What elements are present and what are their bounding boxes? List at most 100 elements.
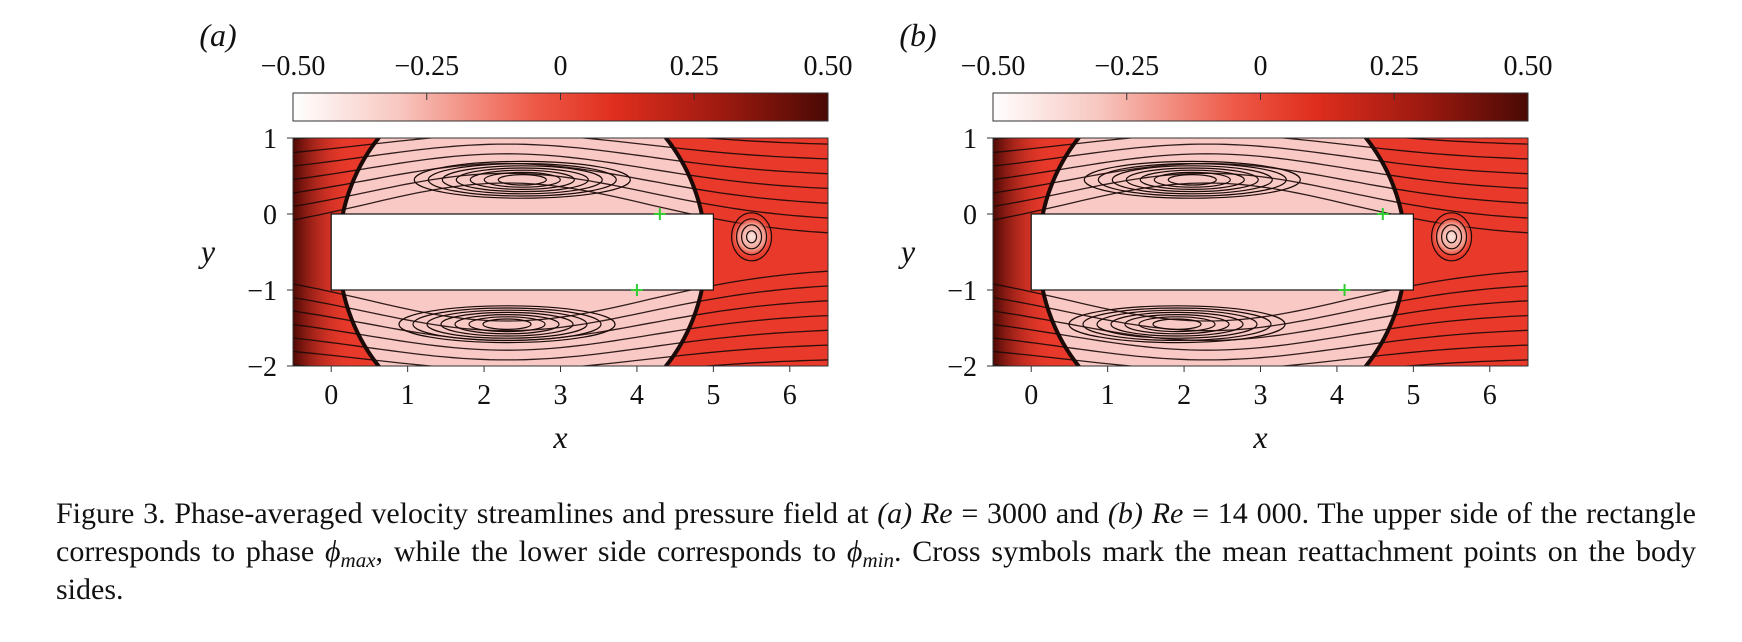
reattachment-cross (1376, 208, 1389, 220)
vortex-contour (482, 318, 532, 330)
x-axis-label: x (552, 419, 567, 455)
reattachment-cross (653, 208, 666, 220)
wake-vortex (1429, 214, 1474, 259)
streamline (293, 153, 828, 190)
panel-label: (b) (899, 17, 936, 53)
caption-phi-max: ϕmax (325, 535, 376, 572)
figure-caption: Figure 3. Phase-averaged velocity stream… (56, 495, 1696, 609)
vortex-contour (1125, 167, 1259, 193)
vortex-contour (412, 307, 602, 342)
x-tick-label: 6 (1483, 380, 1497, 411)
vortex-contour (454, 314, 560, 335)
vortex-contour (1111, 165, 1273, 195)
wake-vortex-contour (735, 218, 768, 256)
y-axis-label: y (198, 233, 216, 269)
streamline (993, 314, 1528, 351)
caption-phi-min: ϕmin (846, 535, 894, 572)
y-axis-label: y (898, 233, 916, 269)
rectangle-body (330, 213, 714, 291)
wake-vortex-contour (1440, 224, 1463, 250)
y-tick-label: 1 (263, 124, 277, 155)
streamline (293, 143, 828, 175)
vortex-contour (468, 316, 546, 333)
caption-b-label: (b) (1107, 497, 1143, 530)
panel-a: (a) −0.50 −0.25 0 0.25 0.50 0 1 2 3 4 5 6 1 0 −1 −2 x y (198, 17, 853, 455)
y-tick-label: −2 (247, 352, 277, 383)
x-tick-label: 2 (1177, 380, 1191, 411)
x-tick-label: 2 (477, 380, 491, 411)
caption-re-symbol: Re (920, 497, 953, 530)
pressure-field (993, 138, 1528, 366)
streamline (993, 143, 1528, 175)
vortex-contour (1082, 307, 1272, 342)
caption-end: . Cross symbols mark the mean reattachme… (56, 535, 1696, 606)
x-tick-label: 0 (324, 380, 338, 411)
vortex-contour (398, 305, 616, 344)
rectangle-body (1030, 213, 1414, 291)
streamline (293, 285, 828, 332)
streamline (293, 138, 828, 145)
x-tick-label: 5 (706, 380, 720, 411)
y-tick-label: 0 (963, 200, 977, 231)
wake-vortex-contour (1435, 218, 1468, 256)
vortex-contour (1139, 169, 1245, 190)
wake-vortex-contour (740, 224, 763, 250)
vortex-contour (1068, 305, 1286, 344)
vortex-contour (1153, 171, 1231, 188)
streamline (993, 300, 1528, 342)
panel-b: (b) −0.50 −0.25 0 0.25 0.50 0 1 2 3 4 5 6 1 0 −1 −2 x y (898, 17, 1553, 455)
streamline (993, 162, 1528, 204)
x-tick-label: 3 (1254, 380, 1268, 411)
x-tick-label: 5 (1406, 380, 1420, 411)
colorbar-tick-label: 0 (1254, 51, 1268, 82)
reattachment-cross (630, 284, 643, 296)
caption-mid: , while the lower side corresponds to (375, 535, 847, 568)
vortex-contour (1138, 316, 1216, 333)
streamline (993, 172, 1528, 219)
streamline (993, 153, 1528, 190)
y-tick-label: −1 (247, 276, 277, 307)
x-tick-label: 6 (783, 380, 797, 411)
x-tick-label: 0 (1024, 380, 1038, 411)
x-tick-label: 1 (1101, 380, 1115, 411)
vortex-contour (483, 171, 561, 188)
y-tick-label: −2 (947, 352, 977, 383)
x-tick-label: 4 (1330, 380, 1344, 411)
colorbar-tick-label: 0.50 (804, 51, 853, 82)
colorbar-tick-label: −0.50 (961, 51, 1026, 82)
y-tick-label: −1 (947, 276, 977, 307)
colorbar-tick-label: −0.25 (394, 51, 459, 82)
streamline (293, 172, 828, 219)
vortex-contour (1097, 163, 1287, 197)
wake-vortex-contour (1445, 230, 1458, 244)
vortex-contour (497, 174, 547, 186)
wake-vortex-contour (1430, 212, 1473, 262)
streamline (293, 138, 828, 160)
streamline (993, 359, 1528, 366)
panel-label: (a) (199, 17, 236, 53)
vortex-contour (441, 165, 603, 195)
colorbar-tick-label: 0.50 (1504, 51, 1553, 82)
wake-vortex-contour (745, 230, 758, 244)
caption-eq2: = 14 000. The upper side of the rectangl… (56, 497, 1696, 568)
x-tick-label: 1 (401, 380, 415, 411)
y-tick-label: 0 (263, 200, 277, 231)
streamline (293, 329, 828, 361)
streamline (993, 344, 1528, 366)
colorbar-tick-label: 0 (554, 51, 568, 82)
vortex-contour (1083, 160, 1301, 199)
vortex-contour (1167, 174, 1217, 186)
streamline (293, 344, 828, 366)
streamline (293, 359, 828, 366)
y-tick-label: 1 (963, 124, 977, 155)
colorbar-tick-label: −0.25 (1094, 51, 1159, 82)
caption-re-symbol-2: Re (1151, 497, 1184, 530)
x-axis-label: x (1252, 419, 1267, 455)
colorbar-tick-label: 0.25 (1370, 51, 1419, 82)
vortex-contour (469, 169, 575, 190)
reattachment-cross (1338, 284, 1351, 296)
vortex-contour (413, 160, 631, 199)
vortex-contour (1110, 311, 1244, 337)
caption-a-label: (a) (877, 497, 913, 530)
vortex-contour (440, 311, 574, 337)
